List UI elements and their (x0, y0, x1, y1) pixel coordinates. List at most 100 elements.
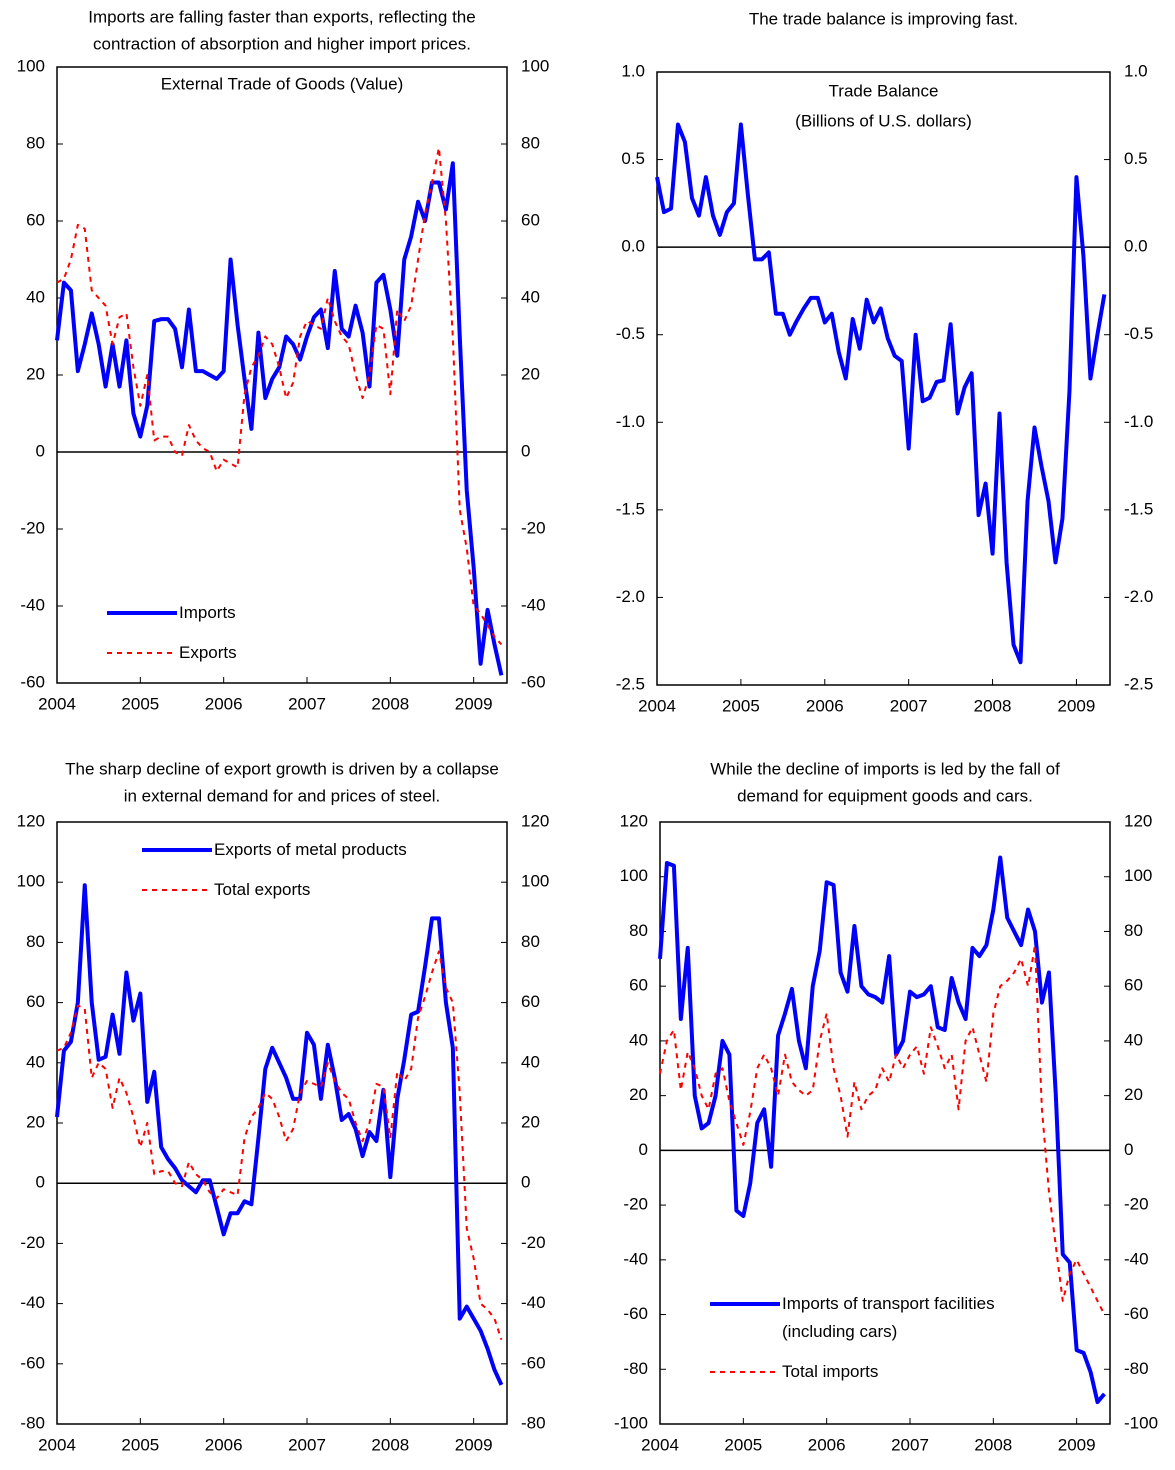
x-tick-label: 2007 (891, 1435, 929, 1454)
y-tick-label: 60 (629, 976, 648, 995)
y2-tick-label: 0 (521, 1173, 530, 1192)
y2-tick-label: -2.0 (1124, 587, 1153, 606)
x-tick-label: 2004 (638, 696, 676, 715)
y2-tick-label: 100 (1124, 866, 1152, 885)
y-tick-label: 0.5 (621, 149, 645, 168)
legend-item: Exports of metal products (214, 840, 407, 859)
y2-tick-label: 120 (521, 811, 549, 830)
series-line (55, 883, 504, 1386)
x-tick-label: 2008 (371, 694, 409, 713)
legend-item: Total imports (782, 1362, 879, 1381)
x-tick-label: 2008 (974, 696, 1012, 715)
x-tick-label: 2009 (1058, 696, 1096, 715)
y-tick-label: -2.5 (616, 674, 645, 693)
y-tick-label: 100 (17, 872, 45, 891)
y-tick-label: -1.5 (616, 499, 645, 518)
y2-tick-label: -40 (521, 595, 546, 614)
y2-tick-label: -60 (521, 1353, 546, 1372)
y2-tick-label: 100 (521, 56, 549, 75)
y-tick-label: -60 (623, 1304, 648, 1323)
y-tick-label: 0 (36, 1173, 45, 1192)
x-tick-label: 2009 (455, 1435, 493, 1454)
y-tick-label: 120 (620, 811, 648, 830)
legend-label: Exports (179, 643, 237, 662)
chart-title: The trade balance is improving fast. (749, 9, 1018, 28)
x-tick-label: 2004 (38, 1435, 76, 1454)
y2-tick-label: 20 (521, 364, 540, 383)
x-tick-label: 2008 (371, 1435, 409, 1454)
series-line (56, 146, 503, 646)
y2-tick-label: -60 (521, 672, 546, 691)
y-tick-label: 60 (26, 210, 45, 229)
series-line (659, 944, 1106, 1315)
y-tick-label: -20 (20, 1233, 45, 1252)
y2-tick-label: -80 (1124, 1359, 1149, 1378)
y-tick-label: -80 (20, 1413, 45, 1432)
y2-tick-label: -20 (1124, 1195, 1149, 1214)
x-tick-label: 2004 (38, 694, 76, 713)
legend-item: Imports of transport facilities (includi… (782, 1294, 995, 1341)
y-tick-label: 40 (629, 1030, 648, 1049)
x-tick-label: 2007 (890, 696, 928, 715)
y2-tick-label: -60 (1124, 1304, 1149, 1323)
y-tick-label: -40 (623, 1249, 648, 1268)
series-line (655, 122, 1107, 665)
y-tick-label: -80 (623, 1359, 648, 1378)
y-tick-label: -40 (20, 1293, 45, 1312)
legend-label: Imports of transport facilities (includi… (782, 1294, 995, 1341)
x-tick-label: 2007 (288, 694, 326, 713)
chart-title: in external demand for and prices of ste… (124, 786, 441, 805)
y-tick-label: 0 (639, 1140, 648, 1159)
chart-title: contraction of absorption and higher imp… (93, 34, 471, 53)
y-tick-label: -60 (20, 1353, 45, 1372)
x-tick-label: 2008 (974, 1435, 1012, 1454)
y2-tick-label: 0 (1124, 1140, 1133, 1159)
chart-title: Imports are falling faster than exports,… (88, 7, 475, 26)
y-tick-label: -20 (20, 518, 45, 537)
x-tick-label: 2005 (724, 1435, 762, 1454)
series-line (658, 855, 1106, 1405)
y2-tick-label: -0.5 (1124, 324, 1153, 343)
y-tick-label: 40 (26, 287, 45, 306)
y2-tick-label: 40 (521, 287, 540, 306)
x-tick-label: 2006 (806, 696, 844, 715)
chart-title: demand for equipment goods and cars. (737, 786, 1033, 805)
y2-tick-label: -40 (1124, 1249, 1149, 1268)
y2-tick-label: -1.0 (1124, 412, 1153, 431)
y-tick-label: -20 (623, 1195, 648, 1214)
y-tick-label: 100 (17, 56, 45, 75)
legend-item: Exports (179, 643, 237, 662)
chart-subtitle: (Billions of U.S. dollars) (795, 111, 972, 130)
y2-tick-label: 1.0 (1124, 61, 1148, 80)
legend-label: Exports of metal products (214, 840, 407, 859)
y2-tick-label: 60 (521, 992, 540, 1011)
y-tick-label: 100 (620, 866, 648, 885)
plot-frame (656, 71, 1111, 686)
y-tick-label: -2.0 (616, 587, 645, 606)
x-tick-label: 2007 (288, 1435, 326, 1454)
y-tick-label: -40 (20, 595, 45, 614)
y2-tick-label: 100 (521, 872, 549, 891)
x-tick-label: 2005 (722, 696, 760, 715)
y2-tick-label: 60 (521, 210, 540, 229)
series-line (55, 161, 504, 676)
y2-tick-label: -20 (521, 1233, 546, 1252)
x-tick-label: 2004 (641, 1435, 679, 1454)
x-tick-label: 2009 (455, 694, 493, 713)
y2-tick-label: 80 (521, 133, 540, 152)
y-tick-label: 80 (629, 921, 648, 940)
y-tick-label: 40 (26, 1052, 45, 1071)
y-tick-label: 20 (26, 364, 45, 383)
y2-tick-label: 0 (521, 441, 530, 460)
y2-tick-label: 120 (1124, 811, 1152, 830)
y-tick-label: 80 (26, 133, 45, 152)
y2-tick-label: 80 (521, 932, 540, 951)
y-tick-label: 0 (36, 441, 45, 460)
y-tick-label: 0.0 (621, 237, 645, 256)
legend-label: Total imports (782, 1362, 879, 1381)
y2-tick-label: -2.5 (1124, 674, 1153, 693)
y2-tick-label: -40 (521, 1293, 546, 1312)
legend-item: Total exports (214, 880, 310, 899)
y2-tick-label: -1.5 (1124, 499, 1153, 518)
